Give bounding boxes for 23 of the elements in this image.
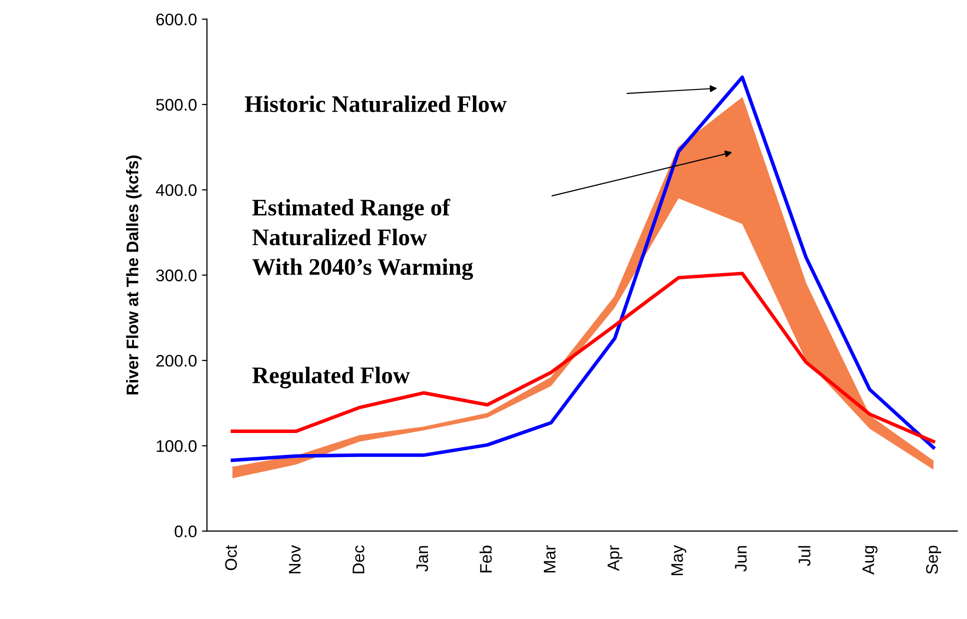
y-tick-label: 200.0 bbox=[156, 354, 197, 367]
x-tick-label: Apr bbox=[608, 545, 623, 571]
y-tick-label: 0.0 bbox=[174, 526, 197, 538]
annotation: Regulated Flow bbox=[252, 366, 410, 388]
annotation: Historic Naturalized Flow bbox=[244, 96, 507, 112]
y-tick-label: 500.0 bbox=[156, 98, 197, 111]
y-axis-title: River Flow at The Dalles (kcfs) bbox=[126, 156, 142, 394]
y-tick-label: 600.0 bbox=[156, 14, 197, 26]
x-tick-label: Jul bbox=[798, 546, 810, 566]
x-tick-label: Feb bbox=[480, 546, 492, 572]
x-tick-label: Oct bbox=[225, 545, 237, 570]
x-tick-label: May bbox=[671, 545, 686, 576]
x-tick-label: Nov bbox=[289, 545, 301, 574]
x-tick-label: Aug bbox=[862, 546, 878, 575]
y-tick-label: 100.0 bbox=[156, 440, 197, 452]
x-tick-label: Dec bbox=[352, 545, 364, 574]
y-tick-label: 400.0 bbox=[156, 184, 197, 196]
x-tick-label: Jun bbox=[735, 546, 747, 572]
annotation: Estimated Range of Naturalized Flow With 2040’s Warming bbox=[252, 198, 474, 280]
x-tick-label: Sep bbox=[926, 546, 942, 574]
x-tick-label: Jan bbox=[416, 546, 428, 572]
x-tick-label: Mar bbox=[544, 545, 556, 572]
y-tick-label: 300.0 bbox=[156, 270, 197, 282]
